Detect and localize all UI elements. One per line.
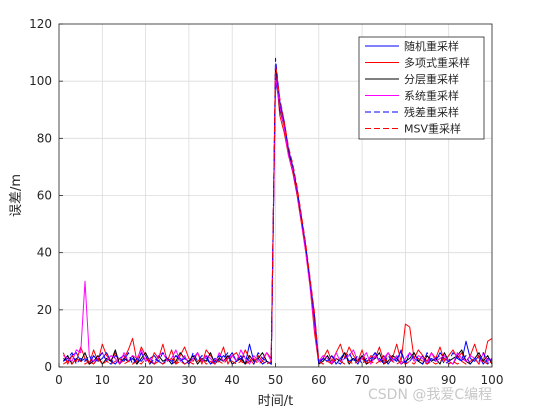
series-line-5 (63, 57, 492, 365)
series-layer (62, 57, 492, 365)
y-tick-label: 120 (29, 17, 52, 31)
x-tick-label: 50 (268, 373, 283, 387)
legend-box (358, 36, 485, 140)
legend-label: 多项式重采样 (404, 56, 470, 70)
x-tick-label: 90 (441, 373, 456, 387)
y-tick-label: 100 (29, 74, 52, 88)
y-tick-label: 20 (37, 303, 52, 317)
watermark: CSDN @我爱C编程 (368, 387, 493, 403)
y-tick-label: 0 (44, 360, 52, 374)
x-tick-label: 30 (181, 373, 196, 387)
legend-label: MSV重采样 (404, 122, 461, 136)
y-tick-label: 40 (37, 246, 52, 260)
legend-label: 系统重采样 (404, 89, 459, 103)
x-tick-label: 20 (138, 373, 153, 387)
legend-label: 随机重采样 (404, 39, 459, 53)
x-tick-label: 70 (354, 373, 369, 387)
legend-label: 残差重采样 (404, 105, 459, 119)
series-line-4 (63, 74, 492, 365)
y-tick-label: 80 (37, 131, 52, 145)
x-tick-label: 0 (55, 373, 63, 387)
x-tick-label: 60 (311, 373, 326, 387)
y-tick-label: 60 (37, 189, 52, 203)
x-tick-label: 80 (398, 373, 413, 387)
y-axis-label: 误差/m (9, 174, 24, 217)
legend-label: 分层重采样 (404, 72, 459, 86)
x-tick-label: 40 (225, 373, 240, 387)
x-tick-label: 10 (95, 373, 110, 387)
x-tick-label: 100 (481, 373, 504, 387)
x-axis-label: 时间/t (258, 394, 293, 409)
axis-ticks: 0 10 20 30 40 50 60 70 80 90 100 0 20 40 60 80 100 120 (29, 17, 503, 387)
series-line-6 (63, 63, 492, 365)
